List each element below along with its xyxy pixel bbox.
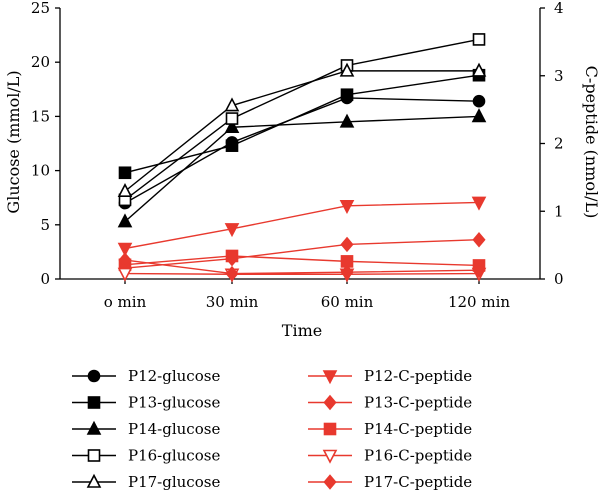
legend-item: P17-glucose [72, 473, 220, 491]
series-p16-glucose [118, 33, 486, 207]
data-point [225, 139, 239, 152]
y2-tick-label: 0 [554, 270, 564, 288]
legend-marker [87, 396, 101, 409]
legend-item: P13-glucose [72, 394, 220, 412]
x-tick-label: 120 min [448, 293, 510, 311]
series-line [124, 115, 480, 223]
legend-marker [86, 473, 102, 488]
x-axis-title: Time [282, 321, 322, 340]
data-point [472, 262, 486, 278]
legend-label: P12-glucose [128, 367, 220, 385]
y-tick-label: 25 [31, 0, 50, 17]
legend-marker [323, 394, 337, 411]
series-line [124, 255, 480, 267]
legend-item: P16-C-peptide [308, 447, 472, 465]
axes: 0 5 10 15 20 25 0 1 2 3 4 o min 30 min 60 min 120 min T… [4, 0, 600, 340]
legend-label: P14-glucose [128, 420, 220, 438]
legend-item: P14-C-peptide [308, 420, 472, 438]
data-point [225, 249, 239, 263]
series-p17-glucose [117, 62, 487, 197]
data-point [118, 252, 132, 268]
data-point [225, 112, 239, 125]
legend-label: P17-glucose [128, 473, 220, 491]
y2-axis-title: C-peptide (nmol/L) [582, 66, 600, 219]
series-line [124, 70, 479, 192]
legend-marker [322, 370, 338, 385]
legend-item: P12-glucose [72, 367, 220, 385]
x-tick-label: 30 min [206, 293, 259, 311]
data-point [224, 119, 240, 134]
x-tick-label: 60 min [321, 293, 374, 311]
series-p14-glucose [117, 108, 487, 228]
data-point [224, 223, 240, 238]
series-line [124, 272, 480, 275]
data-point [224, 97, 240, 112]
data-point [225, 265, 239, 282]
series-line [124, 259, 480, 275]
legend-item: P12-C-peptide [308, 367, 472, 385]
data-point [339, 113, 355, 128]
data-point [471, 108, 487, 123]
series-line [124, 201, 480, 250]
series-line [124, 239, 480, 269]
legend-label: P16-C-peptide [364, 447, 472, 465]
series-p12-glucose [118, 91, 486, 210]
y-tick-label: 20 [31, 53, 50, 71]
legend-label: P13-glucose [128, 394, 220, 412]
data-point [339, 200, 355, 215]
legend-label: P14-C-peptide [364, 420, 472, 438]
data-point [117, 267, 133, 282]
data-point [117, 213, 133, 228]
data-point [472, 33, 486, 46]
legend-item: P16-glucose [72, 447, 220, 465]
data-point [340, 88, 354, 102]
y-axis-title: Glucose (mmol/L) [4, 70, 23, 213]
data-point [472, 231, 486, 248]
series-p14-c-peptide [118, 249, 486, 272]
legend-marker [87, 369, 101, 383]
legend-marker [323, 422, 337, 436]
legend-item: P17-C-peptide [308, 473, 472, 491]
y-tick-label: 5 [40, 216, 50, 234]
data-point [340, 264, 354, 280]
data-point [471, 62, 487, 77]
legend-item: P14-glucose [72, 420, 220, 438]
series-line [124, 97, 480, 204]
data-point [118, 166, 132, 180]
legend-marker [86, 420, 102, 435]
legend-label: P17-C-peptide [364, 473, 472, 491]
legend-item: P13-C-peptide [308, 394, 472, 412]
data-point [472, 94, 486, 108]
y-tick-label: 0 [40, 270, 50, 288]
legend-marker [87, 449, 101, 462]
y2-tick-label: 3 [554, 67, 564, 85]
legend: P12-glucose P13-glucose P14-glucose P16-glu… [72, 367, 472, 491]
x-tick-label: o min [104, 293, 147, 311]
data-point [117, 242, 133, 257]
y-tick-label: 15 [31, 107, 50, 125]
data-point [471, 196, 487, 211]
data-point [340, 236, 354, 253]
legend-label: P13-C-peptide [364, 394, 472, 412]
series-line [124, 38, 480, 201]
y2-tick-label: 2 [554, 135, 564, 153]
series-p12-c-peptide [117, 196, 487, 257]
series-p17-c-peptide [118, 252, 486, 282]
data-point [339, 62, 355, 77]
y2-tick-label: 4 [554, 0, 564, 17]
legend-label: P12-C-peptide [364, 367, 472, 385]
series-layer [117, 33, 487, 283]
legend-label: P16-glucose [128, 447, 220, 465]
y-tick-label: 10 [31, 162, 50, 180]
legend-marker [323, 474, 337, 490]
data-point [117, 182, 133, 197]
y2-tick-label: 1 [554, 202, 564, 220]
legend-marker [322, 449, 338, 464]
